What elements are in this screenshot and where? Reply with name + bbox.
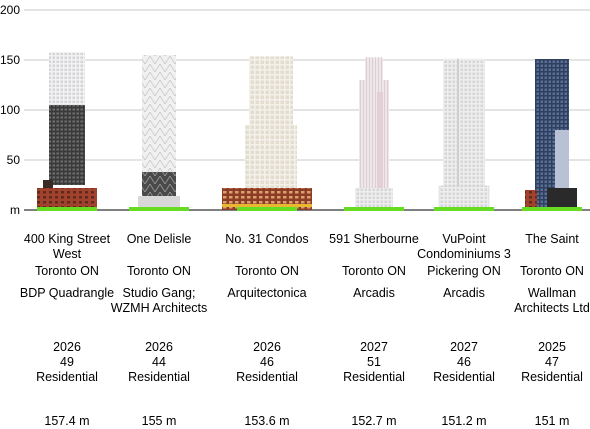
building-height: 152.7 m — [351, 414, 397, 428]
y-tick-label: m — [10, 203, 20, 217]
building-1 — [37, 52, 97, 211]
tower — [443, 58, 485, 210]
building-use: Residential — [36, 370, 98, 384]
building-year: 2027 — [360, 340, 388, 354]
podium — [438, 185, 490, 211]
building-floors: 51 — [367, 355, 381, 369]
buildings — [37, 52, 582, 211]
building-year: 2026 — [53, 340, 81, 354]
ground-strip — [522, 207, 582, 211]
building-name: VuPoint Condominiums 3 — [417, 232, 511, 261]
building-use: Residential — [128, 370, 190, 384]
building-use: Residential — [236, 370, 298, 384]
building-height: 151 m — [534, 414, 570, 428]
y-tick-label: 150 — [0, 53, 20, 67]
building-city: Pickering ON — [427, 264, 501, 278]
building-architect: BDP Quadrangle — [19, 286, 115, 300]
podium — [355, 188, 393, 210]
building-name: 400 King Street West — [23, 232, 111, 261]
building-floors: 46 — [260, 355, 274, 369]
building-architect: Arquitectonica — [227, 286, 307, 300]
building-use: Residential — [343, 370, 405, 384]
building-year: 2027 — [450, 340, 478, 354]
tower-lower — [142, 172, 176, 196]
building-floors: 47 — [545, 355, 559, 369]
ground-strip — [37, 207, 97, 211]
building-info-columns: 400 King Street West Toronto ON BDP Quadra… — [0, 222, 590, 428]
building-height: 153.6 m — [244, 414, 290, 428]
building-use: Residential — [433, 370, 495, 384]
podium — [138, 196, 180, 210]
building-3 — [222, 56, 312, 211]
podium — [37, 188, 97, 210]
ground-strip — [129, 207, 189, 211]
building-floors: 44 — [152, 355, 166, 369]
building-architect: Arcadis — [443, 286, 485, 300]
y-tick-label: 200 — [0, 3, 20, 17]
tower-lower — [49, 105, 85, 185]
building-architect: Arcadis — [353, 286, 395, 300]
gridlines — [24, 9, 590, 211]
ground-strip — [434, 207, 494, 211]
building-year: 2026 — [253, 340, 281, 354]
building-floors: 46 — [457, 355, 471, 369]
building-height: 151.2 m — [441, 414, 487, 428]
building-name: The Saint — [525, 232, 579, 246]
building-year: 2026 — [145, 340, 173, 354]
y-tick-label: 100 — [0, 103, 20, 117]
building-city: Toronto ON — [342, 264, 406, 278]
building-height: 157.4 m — [44, 414, 90, 428]
building-architect: Studio Gang; WZMH Architects — [110, 286, 208, 315]
building-use: Residential — [521, 370, 583, 384]
building-name: 591 Sherbourne — [329, 232, 419, 246]
height-comparison-chart: m 50 100 150 200 — [0, 3, 590, 217]
tower-bulge — [245, 125, 297, 188]
building-6 — [522, 59, 582, 211]
building-city: Toronto ON — [520, 264, 584, 278]
building-year: 2025 — [538, 340, 566, 354]
podium-brick — [525, 190, 537, 210]
building-city: Toronto ON — [235, 264, 299, 278]
building-5 — [434, 58, 494, 211]
building-city: Toronto ON — [127, 264, 191, 278]
tower-upper — [49, 52, 85, 105]
building-city: Toronto ON — [35, 264, 99, 278]
building-height: 155 m — [141, 414, 177, 428]
ground-strip — [237, 207, 297, 211]
ground-strip — [344, 207, 404, 211]
building-4 — [344, 57, 404, 211]
podium — [547, 188, 577, 210]
building-name: One Delisle — [126, 232, 192, 246]
building-2 — [129, 55, 189, 211]
building-name: No. 31 Condos — [225, 232, 309, 246]
building-architect: Wallman Architects Ltd — [514, 286, 590, 315]
y-axis: m 50 100 150 200 — [0, 3, 20, 217]
tower-upper — [142, 55, 176, 172]
building-floors: 49 — [60, 355, 74, 369]
y-tick-label: 50 — [7, 153, 21, 167]
